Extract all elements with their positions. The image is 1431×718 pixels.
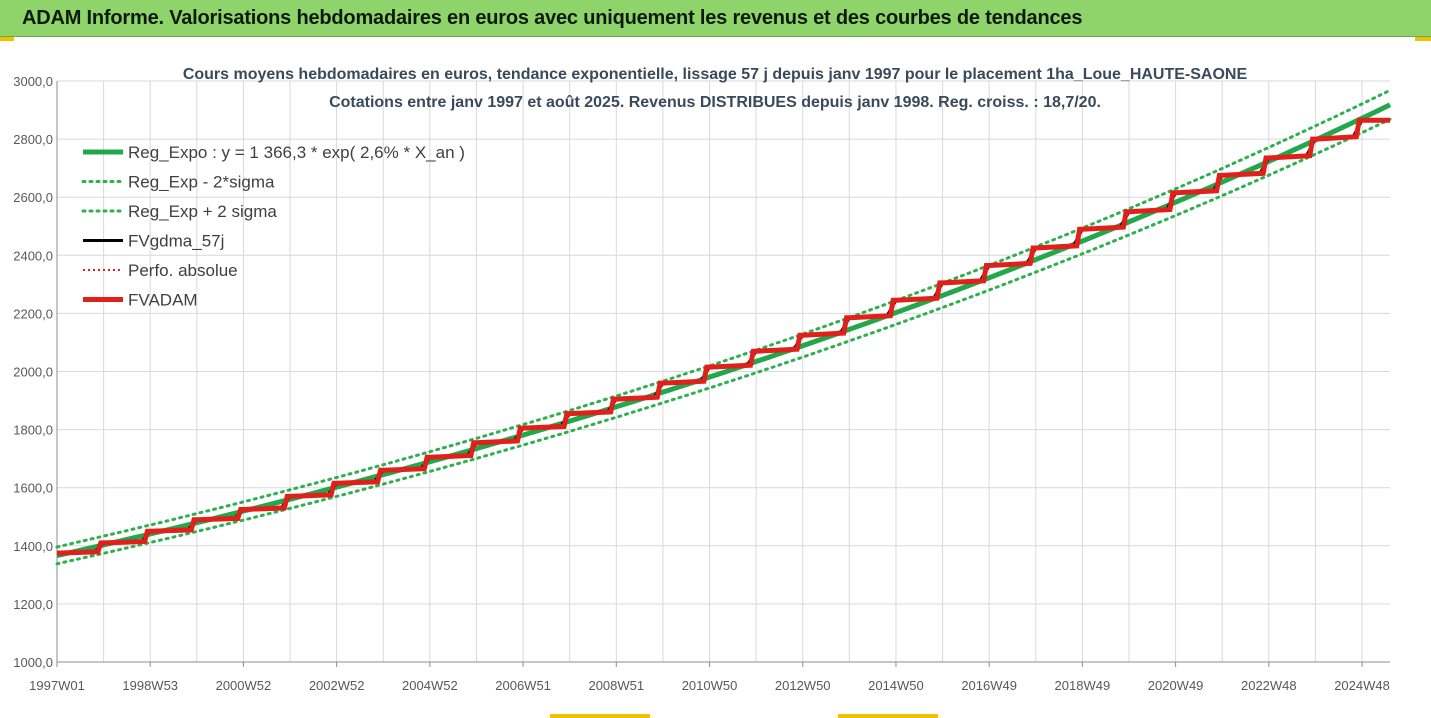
legend-label: Reg_Exp + 2 sigma bbox=[128, 202, 277, 221]
legend-label: Reg_Expo : y = 1 366,3 * exp( 2,6% * X_a… bbox=[128, 143, 465, 162]
series-reg-exp-plus-2sigma bbox=[55, 88, 1392, 549]
x-tick-label: 2000W52 bbox=[216, 678, 272, 693]
corner-marker-bottom-left bbox=[550, 714, 650, 718]
page-title: ADAM Informe. Valorisations hebdomadaire… bbox=[22, 7, 1083, 29]
x-tick-label: 2008W51 bbox=[588, 678, 644, 693]
x-tick-label: 2024W48 bbox=[1334, 678, 1390, 693]
chart-title: Cours moyens hebdomadaires en euros, ten… bbox=[183, 66, 1248, 83]
legend-entry: Perfo. absolue bbox=[83, 261, 238, 280]
x-tick-label: 2018W49 bbox=[1055, 678, 1111, 693]
x-tick-label: 2016W49 bbox=[961, 678, 1017, 693]
y-tick-label: 1400,0 bbox=[13, 539, 53, 554]
chart-svg: 1000,0 1200,0 1400,0 1600,0 1800,0 2000,0 2200… bbox=[0, 37, 1431, 718]
x-tick-label: 2006W51 bbox=[495, 678, 551, 693]
legend-entry: FVADAM bbox=[83, 291, 198, 310]
x-tick-label: 1997W01 bbox=[29, 678, 85, 693]
corner-marker-left bbox=[0, 37, 14, 41]
y-tick-label: 3000,0 bbox=[13, 74, 53, 89]
x-tick-label: 2022W48 bbox=[1241, 678, 1297, 693]
legend-label: Reg_Exp - 2*sigma bbox=[128, 173, 275, 192]
y-tick-label: 2400,0 bbox=[13, 248, 53, 263]
y-tick-label: 1600,0 bbox=[13, 481, 53, 496]
legend-label: Perfo. absolue bbox=[128, 261, 238, 280]
corner-marker-right bbox=[1415, 37, 1431, 41]
series-perfo-absolue bbox=[56, 119, 1390, 554]
y-tick-label: 1000,0 bbox=[13, 655, 53, 670]
series-layer bbox=[55, 88, 1392, 566]
chart-area: 1000,0 1200,0 1400,0 1600,0 1800,0 2000,0 2200… bbox=[0, 37, 1431, 718]
legend-entry: Reg_Exp - 2*sigma bbox=[81, 173, 275, 192]
y-tick-label: 2600,0 bbox=[13, 190, 53, 205]
y-tick-label: 2200,0 bbox=[13, 306, 53, 321]
legend-label: FVADAM bbox=[128, 291, 198, 310]
axis-layer: 1000,0 1200,0 1400,0 1600,0 1800,0 2000,0 2200… bbox=[13, 74, 1390, 693]
grid-layer bbox=[56, 80, 1390, 663]
y-tick-label: 1800,0 bbox=[13, 423, 53, 438]
y-tick-label: 1200,0 bbox=[13, 597, 53, 612]
series-reg-exp-minus-2sigma bbox=[55, 117, 1392, 566]
x-tick-label: 2010W50 bbox=[682, 678, 738, 693]
legend-entry: Reg_Exp + 2 sigma bbox=[81, 202, 277, 221]
x-tick-label: 2020W49 bbox=[1148, 678, 1204, 693]
legend-entry: Reg_Expo : y = 1 366,3 * exp( 2,6% * X_a… bbox=[83, 143, 465, 162]
x-tick-label: 2012W50 bbox=[775, 678, 831, 693]
corner-marker-bottom-right bbox=[838, 714, 938, 718]
legend-label: FVgdma_57j bbox=[128, 232, 224, 251]
header-bar: ADAM Informe. Valorisations hebdomadaire… bbox=[0, 0, 1431, 37]
x-tick-label: 1998W53 bbox=[122, 678, 178, 693]
legend-entry: FVgdma_57j bbox=[83, 232, 224, 251]
x-tick-label: 2002W52 bbox=[309, 678, 365, 693]
x-tick-label: 2014W50 bbox=[868, 678, 924, 693]
x-tick-label: 2004W52 bbox=[402, 678, 458, 693]
y-tick-label: 2000,0 bbox=[13, 365, 53, 380]
legend: Reg_Expo : y = 1 366,3 * exp( 2,6% * X_a… bbox=[81, 143, 465, 310]
chart-subtitle: Cotations entre janv 1997 et août 2025. … bbox=[329, 94, 1101, 111]
y-tick-label: 2800,0 bbox=[13, 132, 53, 147]
